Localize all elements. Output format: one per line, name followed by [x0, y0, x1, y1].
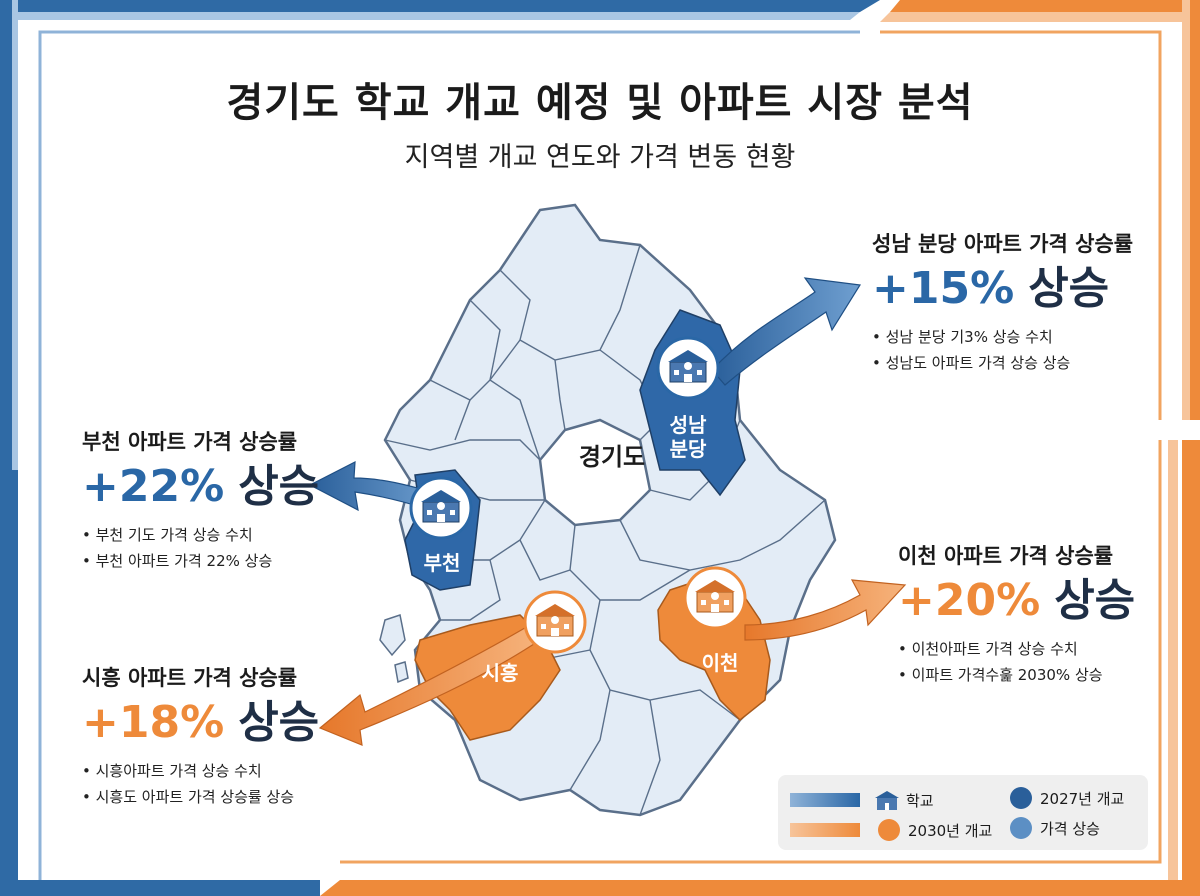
list-item: 시흥아파트 가격 상승 수치 [82, 758, 319, 784]
region-label-seongnam: 성남 분당 [670, 413, 707, 461]
legend-dot-blue [1010, 787, 1032, 809]
legend-label: 2030년 개교 [908, 821, 993, 840]
panel-title: 부천 아파트 가격 상승률 [82, 430, 298, 454]
legend-item-school: 학교 [790, 789, 934, 811]
panel-stat: +18% 상승 [82, 698, 319, 748]
panel-title: 성남 분당 아파트 가격 상승률 [872, 232, 1134, 256]
stat-percent: +18% [82, 697, 225, 748]
panel-stat: +22% 상승 [82, 462, 319, 512]
panel-stat: +20% 상승 [898, 576, 1135, 626]
panel-bucheon: 부천 아파트 가격 상승률 +22% 상승 부천 기도 가격 상승 수치 부천 아… [82, 426, 319, 574]
page-title: 경기도 학교 개교 예정 및 아파트 시장 분석 [226, 80, 974, 126]
panel-seongnam: 성남 분당 아파트 가격 상승률 +15% 상승 성남 분당 기3% 상승 수치 … [872, 228, 1133, 376]
list-item: 부천 기도 가격 상승 수치 [82, 522, 319, 548]
region-label-siheung: 시흥 [482, 661, 519, 685]
stat-percent: +20% [898, 575, 1041, 626]
panel-title: 시흥 아파트 가격 상승률 [82, 666, 298, 690]
region-label-line: 성남 [670, 413, 707, 437]
region-label-icheon: 이천 [702, 651, 739, 675]
list-item: 성남 분당 기3% 상승 수치 [872, 324, 1133, 350]
school-marker-bucheon [409, 476, 473, 540]
stat-percent: +22% [82, 461, 225, 512]
legend-item-price-up: 가격 상승 [1010, 817, 1100, 839]
island-shape [394, 661, 409, 684]
panel-stat: +15% 상승 [872, 264, 1133, 314]
island-shape [379, 614, 406, 657]
list-item: 부천 아파트 가격 22% 상승 [82, 548, 319, 574]
legend-label: 가격 상승 [1040, 819, 1100, 838]
list-item: 시흥도 아파트 가격 상승률 상승 [82, 784, 319, 810]
stat-word: 상승 [238, 697, 320, 748]
legend-bar-orange [790, 823, 860, 837]
school-building-icon [535, 604, 575, 637]
legend-item-2027: 2027년 개교 [1010, 787, 1124, 809]
list-item: 이파트 가격수훑 2030% 상승 [898, 662, 1135, 688]
school-building-icon [875, 791, 899, 810]
stat-word: 상승 [1028, 263, 1110, 314]
bullet-list: 이천아파트 가격 상승 수치 이파트 가격수훑 2030% 상승 [898, 636, 1135, 688]
school-building-icon [695, 580, 735, 613]
legend-label: 2027년 개교 [1040, 789, 1125, 808]
school-marker-icheon [683, 566, 747, 630]
arrow-bucheon [308, 460, 441, 512]
legend-dot-lightblue [1010, 817, 1032, 839]
arrow-icheon [744, 579, 907, 641]
region-label-line: 분당 [670, 437, 707, 461]
page-subtitle: 지역별 개교 연도와 가격 변동 현황 [404, 142, 796, 173]
stat-word: 상승 [238, 461, 320, 512]
school-building-icon [421, 490, 461, 523]
list-item: 성남도 아파트 가격 상승 상승 [872, 350, 1133, 376]
list-item: 이천아파트 가격 상승 수치 [898, 636, 1135, 662]
stat-word: 상승 [1054, 575, 1136, 626]
bullet-list: 시흥아파트 가격 상승 수치 시흥도 아파트 가격 상승률 상승 [82, 758, 319, 810]
school-marker-seongnam [656, 336, 720, 400]
legend-dot-orange [878, 819, 900, 841]
bullet-list: 부천 기도 가격 상승 수치 부천 아파트 가격 22% 상승 [82, 522, 319, 574]
legend-bar-blue [790, 793, 860, 807]
legend: 학교 2027년 개교 2030년 개교 가격 상승 [778, 775, 1148, 850]
legend-label: 학교 [906, 791, 934, 810]
region-label-bucheon: 부천 [424, 551, 461, 575]
panel-siheung: 시흥 아파트 가격 상승률 +18% 상승 시흥아파트 가격 상승 수치 시흥도 … [82, 662, 319, 810]
arrow-siheung [318, 624, 541, 746]
stat-percent: +15% [872, 263, 1015, 314]
school-marker-siheung [523, 590, 587, 654]
school-building-icon [668, 350, 708, 383]
map-center-label: 경기도 [579, 443, 645, 471]
arrow-seongnam [711, 277, 862, 386]
panel-title: 이천 아파트 가격 상승률 [898, 544, 1114, 568]
legend-item-2030: 2030년 개교 [790, 819, 992, 841]
bullet-list: 성남 분당 기3% 상승 수치 성남도 아파트 가격 상승 상승 [872, 324, 1133, 376]
panel-icheon: 이천 아파트 가격 상승률 +20% 상승 이천아파트 가격 상승 수치 이파트 … [898, 540, 1135, 688]
